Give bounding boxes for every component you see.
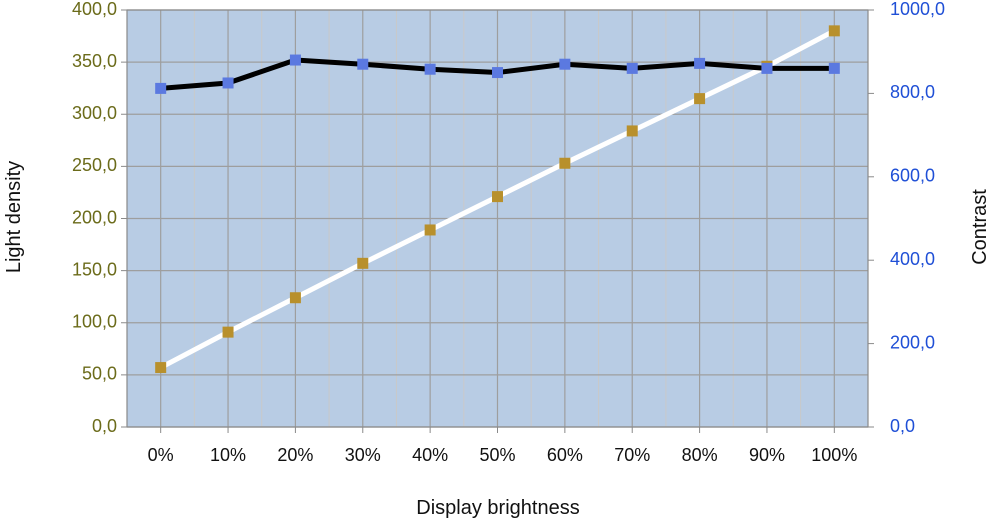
data-point-series-1 bbox=[626, 125, 638, 137]
data-point-series-1 bbox=[559, 157, 571, 169]
data-point-series-2 bbox=[626, 62, 638, 74]
tick-label-right: 200,0 bbox=[890, 332, 935, 352]
data-point-series-1 bbox=[222, 326, 234, 338]
data-point-series-2 bbox=[492, 67, 503, 79]
right-axis-title: Contrast bbox=[969, 189, 991, 265]
tick-label-x: 70% bbox=[614, 445, 650, 465]
tick-label-left: 150,0 bbox=[72, 259, 117, 279]
data-point-series-2 bbox=[559, 58, 571, 70]
tick-label-right: 600,0 bbox=[890, 166, 935, 186]
tick-label-left: 200,0 bbox=[72, 207, 117, 227]
data-point-series-2 bbox=[155, 82, 167, 94]
x-axis-ticks: 0% 10% 20% 30% 40% 50% 60% 70% 80% 90% 100% bbox=[148, 427, 857, 465]
tick-label-x: 50% bbox=[479, 445, 515, 465]
data-point-series-1 bbox=[828, 25, 840, 37]
tick-label-left: 300,0 bbox=[72, 103, 117, 123]
tick-label-x: 90% bbox=[749, 445, 785, 465]
tick-label-x: 60% bbox=[547, 445, 583, 465]
tick-label-left: 100,0 bbox=[72, 312, 117, 332]
tick-label-left: 0,0 bbox=[92, 416, 117, 436]
tick-label-left: 350,0 bbox=[72, 51, 117, 71]
data-point-series-1 bbox=[155, 362, 167, 374]
x-axis-title: Display brightness bbox=[416, 497, 579, 519]
tick-label-x: 100% bbox=[811, 445, 857, 465]
tick-label-x: 0% bbox=[148, 445, 174, 465]
tick-label-x: 80% bbox=[682, 445, 718, 465]
tick-label-right: 800,0 bbox=[890, 82, 935, 102]
data-point-series-2 bbox=[694, 57, 706, 69]
data-point-series-2 bbox=[761, 62, 773, 74]
data-point-series-1 bbox=[694, 93, 706, 105]
data-point-series-1 bbox=[357, 257, 369, 269]
tick-label-right: 400,0 bbox=[890, 249, 935, 269]
data-point-series-2 bbox=[424, 63, 436, 75]
data-point-series-2 bbox=[222, 77, 234, 89]
tick-label-left: 400,0 bbox=[72, 0, 117, 19]
tick-label-right: 1000,0 bbox=[890, 0, 945, 19]
data-point-series-1 bbox=[424, 224, 436, 236]
data-point-series-2 bbox=[357, 58, 369, 70]
left-axis-title: Light density bbox=[3, 161, 25, 273]
data-point-series-1 bbox=[289, 292, 301, 304]
left-axis-ticks: 0,0 50,0 100,0 150,0 200,0 250,0 300,0 350,0 400… bbox=[72, 0, 127, 436]
tick-label-right: 0,0 bbox=[890, 416, 915, 436]
right-axis-ticks: 0,0 200,0 400,0 600,0 800,0 1000,0 bbox=[868, 0, 945, 436]
tick-label-x: 10% bbox=[210, 445, 246, 465]
series-group bbox=[155, 25, 840, 374]
tick-label-x: 30% bbox=[345, 445, 381, 465]
tick-label-x: 40% bbox=[412, 445, 448, 465]
tick-label-left: 250,0 bbox=[72, 155, 117, 175]
data-point-series-1 bbox=[492, 191, 503, 203]
tick-label-x: 20% bbox=[277, 445, 313, 465]
tick-label-left: 50,0 bbox=[82, 364, 117, 384]
data-point-series-2 bbox=[289, 54, 301, 66]
data-point-series-2 bbox=[828, 62, 840, 74]
